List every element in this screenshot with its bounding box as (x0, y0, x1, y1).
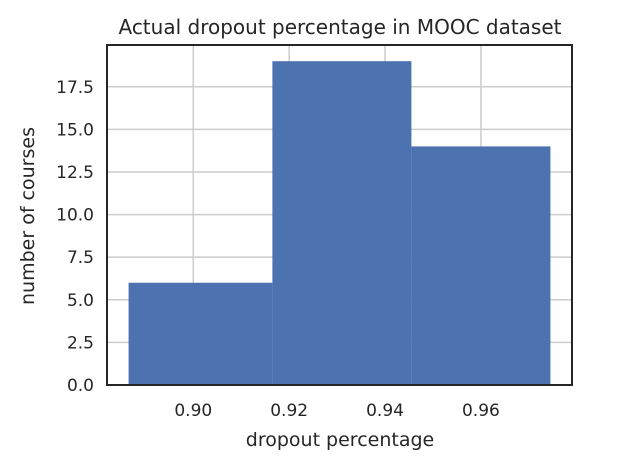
histogram-bar-1 (272, 61, 412, 385)
y-tick-label: 15.0 (56, 120, 94, 140)
y-tick-label: 10.0 (56, 206, 94, 226)
y-tick-label: 0.0 (67, 376, 94, 396)
y-axis-label: number of courses (17, 127, 39, 305)
plot-frame (106, 44, 573, 386)
y-tick-label: 7.5 (67, 248, 94, 268)
x-tick-label: 0.92 (270, 401, 308, 421)
histogram-bar-2 (411, 146, 551, 385)
chart-title: Actual dropout percentage in MOOC datase… (118, 15, 561, 39)
histogram-bar-0 (128, 282, 273, 385)
x-tick-label: 0.94 (366, 401, 404, 421)
y-tick-labels: 0.0 2.5 5.0 7.5 10.0 12.5 15.0 17.5 (56, 78, 94, 396)
histogram-bars (128, 61, 551, 385)
y-tick-label: 12.5 (56, 163, 94, 183)
x-tick-labels: 0.90 0.92 0.94 0.96 (174, 401, 499, 421)
y-tick-label: 17.5 (56, 78, 94, 98)
y-tick-label: 2.5 (67, 333, 94, 353)
x-tick-label: 0.96 (462, 401, 500, 421)
x-axis-label: dropout percentage (246, 429, 434, 451)
x-tick-label: 0.90 (174, 401, 212, 421)
y-tick-label: 5.0 (67, 291, 94, 311)
